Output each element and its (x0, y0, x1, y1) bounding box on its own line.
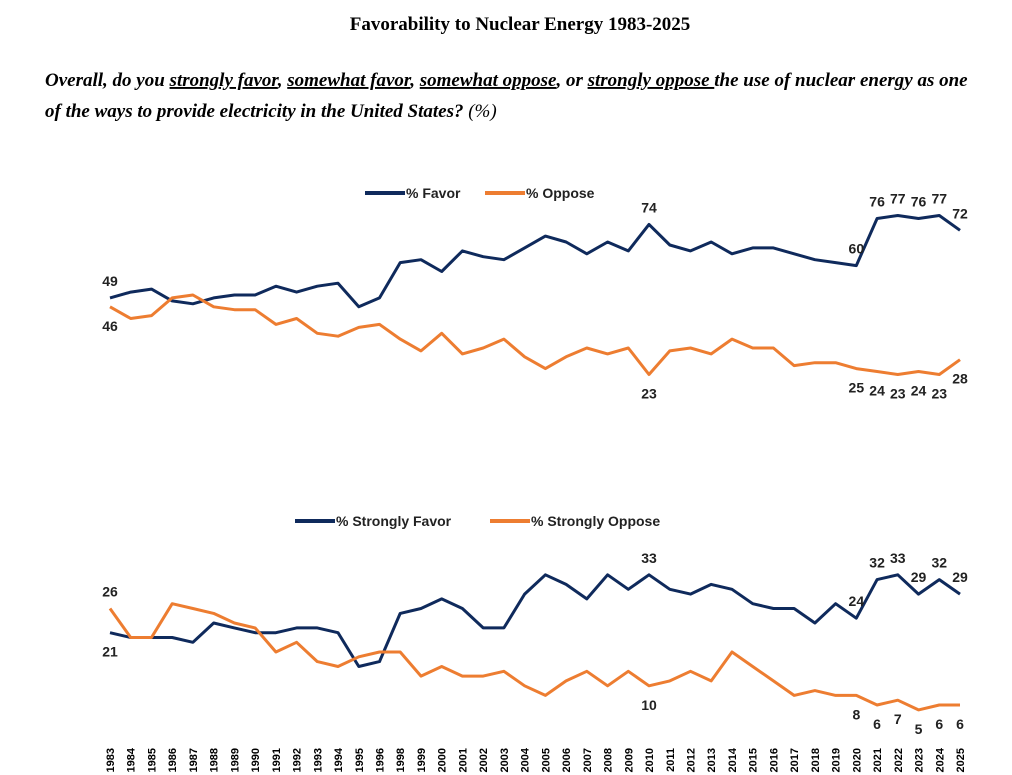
x-tick-label: 1990 (250, 748, 262, 772)
x-tick-label: 1998 (395, 748, 407, 772)
subtitle-part: somewhat oppose (419, 70, 557, 91)
data-label: 8 (852, 706, 860, 722)
subtitle-part: , or (555, 70, 587, 91)
data-label: 10 (641, 697, 657, 713)
data-label: 60 (849, 241, 865, 257)
data-label: 46 (102, 318, 118, 334)
x-tick-label: 1991 (271, 748, 283, 772)
data-label: 76 (869, 193, 885, 209)
data-label: 5 (915, 721, 923, 737)
data-label: 29 (952, 569, 968, 585)
data-label: 74 (641, 199, 657, 215)
x-tick-label: 2016 (768, 748, 780, 772)
x-tick-label: 2001 (457, 748, 469, 772)
x-tick-label: 1995 (354, 748, 366, 772)
subtitle: of the ways to provide electricity in th… (45, 101, 497, 122)
x-tick-label: 2007 (582, 748, 594, 772)
x-tick-label: 1996 (375, 748, 387, 772)
x-tick-label: 2013 (706, 748, 718, 772)
data-label: 6 (956, 716, 964, 732)
data-label: 76 (911, 193, 927, 209)
series-line (109, 573, 961, 668)
subtitle-part: the use of nuclear energy as one (714, 70, 968, 91)
x-tick-label: 2021 (872, 748, 884, 772)
data-label: 7 (894, 711, 902, 727)
x-tick-label: 2010 (644, 748, 656, 772)
data-label: 21 (102, 644, 118, 660)
data-label: 77 (890, 191, 906, 207)
data-label: 6 (873, 716, 881, 732)
data-label: 28 (952, 371, 968, 387)
data-label: 25 (849, 380, 865, 396)
legend-label: % Strongly Oppose (531, 513, 660, 529)
series-line (109, 293, 961, 376)
x-tick-label: 1987 (188, 748, 200, 772)
x-tick-label: 2000 (437, 748, 449, 772)
x-tick-label: 1988 (209, 748, 221, 772)
subtitle-part: , (409, 70, 420, 91)
data-label: 26 (102, 584, 118, 600)
chart-title: Favorability to Nuclear Energy 1983-2025 (350, 14, 691, 35)
data-label: 24 (911, 383, 927, 399)
x-tick-label: 1983 (105, 748, 117, 772)
legend-label: % Strongly Favor (336, 513, 452, 529)
data-label: 33 (890, 550, 906, 566)
x-tick-label: 2017 (789, 748, 801, 772)
x-tick-label: 1986 (167, 748, 179, 772)
x-tick-label: 2008 (603, 748, 615, 772)
data-label: 33 (641, 550, 657, 566)
subtitle-part: somewhat favor (286, 70, 412, 91)
x-tick-label: 2011 (665, 748, 677, 772)
subtitle-part: strongly favor (169, 70, 280, 91)
data-label: 72 (952, 205, 968, 221)
subtitle-part: Overall, do you (45, 70, 170, 91)
x-tick-label: 2014 (727, 747, 739, 772)
x-tick-label: 2005 (540, 748, 552, 772)
x-tick-label: 2006 (561, 748, 573, 772)
x-tick-label: 2004 (520, 747, 532, 772)
x-tick-label: 1984 (126, 747, 138, 772)
x-tick-label: 2020 (851, 748, 863, 772)
data-label: 24 (849, 593, 865, 609)
data-label: 32 (931, 555, 947, 571)
data-label: 24 (869, 383, 885, 399)
data-label: 32 (869, 555, 885, 571)
data-label: 23 (931, 385, 947, 401)
x-tick-label: 2012 (685, 748, 697, 772)
x-tick-label: 2003 (499, 748, 511, 772)
x-tick-label: 2002 (478, 748, 490, 772)
subtitle-part: , (277, 70, 288, 91)
series-line (109, 214, 961, 309)
x-tick-label: 1994 (333, 747, 345, 772)
series-line (108, 602, 960, 712)
x-tick-label: 2024 (934, 747, 946, 772)
x-tick-label: 1989 (229, 748, 241, 772)
data-label: 23 (641, 385, 657, 401)
subtitle-part: of the ways to provide electricity in th… (45, 101, 463, 122)
x-tick-label: 1985 (146, 748, 158, 772)
subtitle: Overall, do you strongly favor, somewhat… (45, 70, 968, 91)
x-tick-label: 2025 (955, 748, 967, 772)
x-tick-label: 2023 (914, 748, 926, 772)
x-tick-label: 1993 (312, 748, 324, 772)
data-label: 77 (931, 191, 947, 207)
x-tick-label: 2018 (810, 748, 822, 772)
x-tick-label: 2009 (623, 748, 635, 772)
x-tick-label: 2019 (831, 748, 843, 772)
data-label: 29 (911, 569, 927, 585)
legend-label: % Oppose (526, 185, 595, 201)
data-label: 23 (890, 385, 906, 401)
x-tick-label: 2022 (893, 748, 905, 772)
data-label: 49 (102, 273, 118, 289)
subtitle-part: strongly oppose (587, 70, 715, 91)
data-label: 6 (935, 716, 943, 732)
legend-label: % Favor (406, 185, 461, 201)
x-tick-label: 2015 (748, 748, 760, 772)
x-tick-label: 1992 (292, 748, 304, 772)
subtitle-part: (%) (463, 101, 496, 122)
x-tick-label: 1999 (416, 748, 428, 772)
